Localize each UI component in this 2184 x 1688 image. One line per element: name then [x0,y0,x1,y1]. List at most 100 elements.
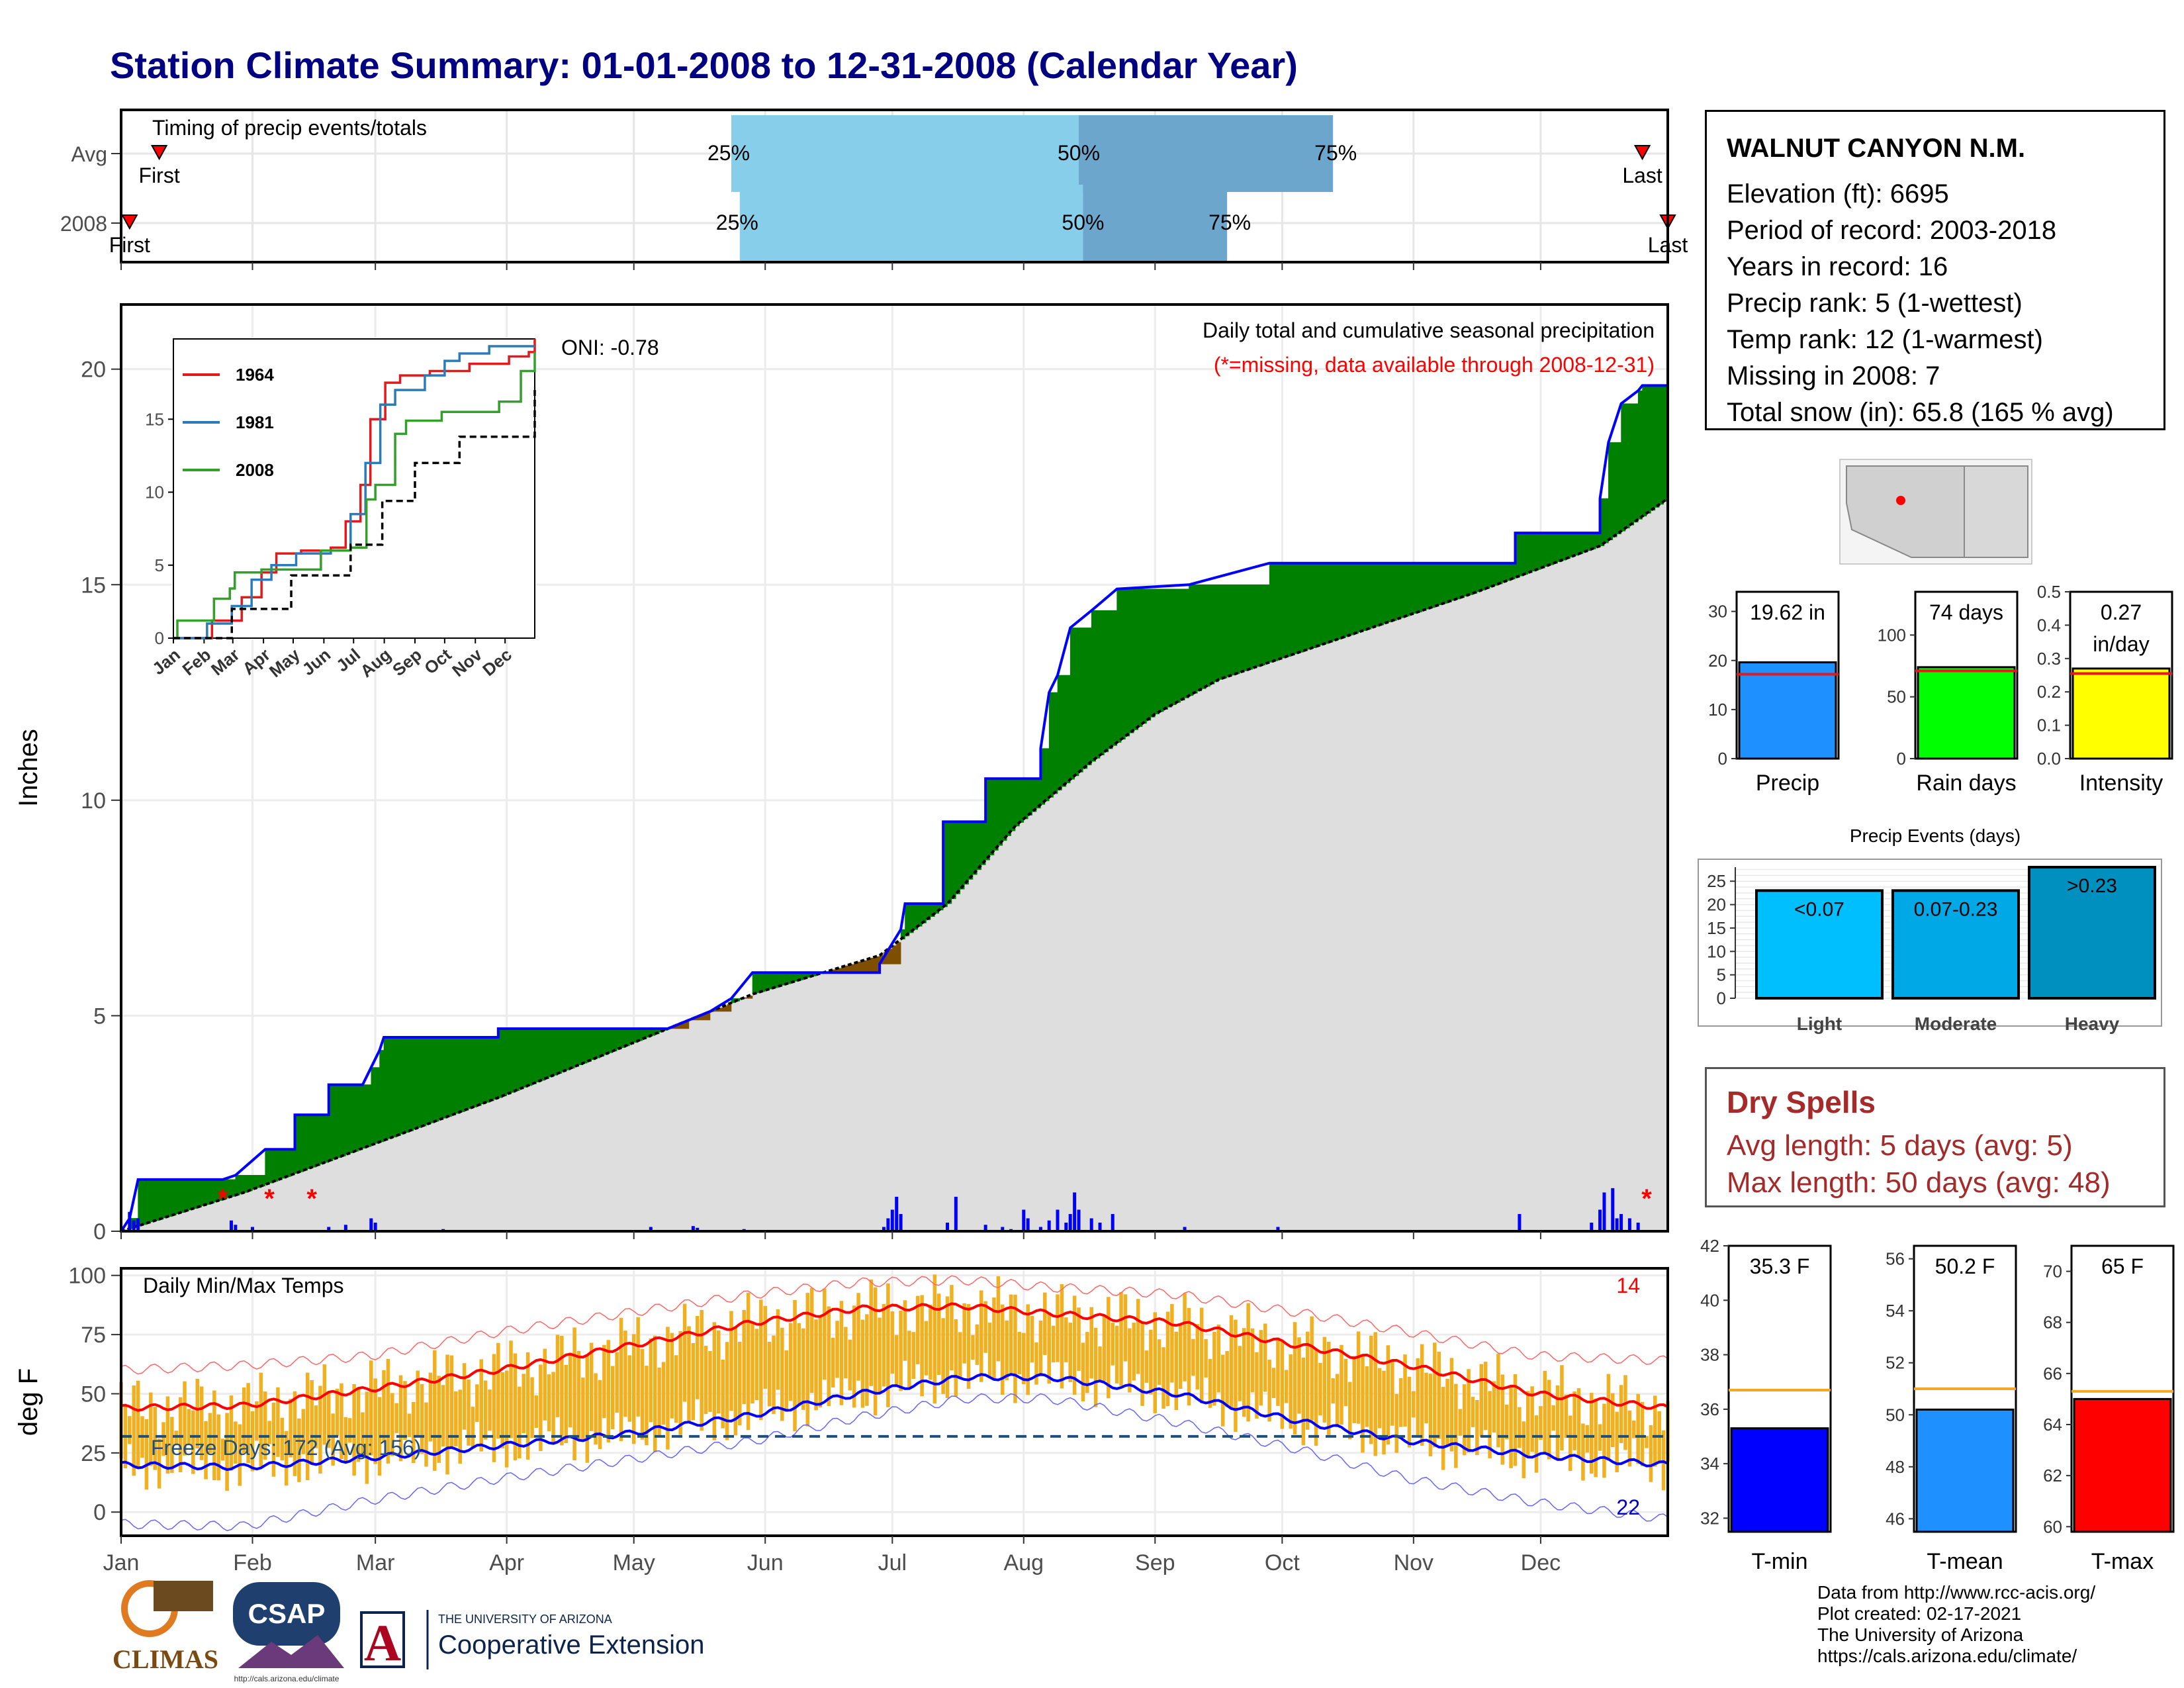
bar-panel-y-tick: 30 [1708,602,1727,622]
timing-row-label: Avg [71,142,107,166]
bar-panel-value-label: 0.27 [2101,600,2142,624]
daily-precip-bar [899,1213,903,1231]
bar-panel-value-label: 19.62 in [1750,600,1825,624]
events-title: Precip Events (days) [1850,825,2021,846]
daily-precip-bar [369,1218,373,1231]
ua-logo-line2: Cooperative Extension [438,1630,704,1660]
record-hot-count: 14 [1616,1274,1640,1297]
station-line: Total snow (in): 65.8 (165 % avg) [1727,398,2114,427]
bar-panel-y-tick: 48 [1886,1457,1905,1477]
month-label: Jun [747,1550,784,1575]
temp-y-tick: 0 [93,1500,106,1525]
bar-panel-label: Intensity [2079,771,2163,796]
climas-logo-text: CLIMAS [113,1644,218,1674]
precip-title: Daily total and cumulative seasonal prec… [1203,318,1655,342]
month-label: Aug [1004,1550,1044,1575]
quartile-label: 75% [1208,211,1251,234]
daily-precip-bar [229,1220,233,1231]
temp-y-tick: 75 [81,1323,106,1348]
tmax-mean-line [120,1302,1668,1412]
bar-panel-label: T-min [1752,1549,1808,1574]
daily-precip-bar [895,1196,899,1231]
daily-precip-bar [696,1227,700,1231]
dry-spells-box: Dry Spells Avg length: 5 days (avg: 5) M… [1705,1067,2165,1207]
bar-panel-label: Rain days [1916,771,2016,796]
first-marker [150,145,168,161]
events-category-label: Light [1797,1013,1842,1034]
dry-spells-avg: Avg length: 5 days (avg: 5) [1727,1129,2073,1162]
bar-panel-y-tick: 20 [1708,651,1727,671]
record-cold-count: 22 [1616,1495,1640,1519]
last-marker [1633,145,1651,161]
quartile-bar-upper [1083,185,1228,261]
inset-y-tick: 0 [155,628,164,648]
daily-precip-bar [1089,1218,1093,1231]
quartile-label: 50% [1058,141,1100,165]
bar-panel-y-tick: 42 [1700,1236,1719,1256]
events-bar-label: 0.07-0.23 [1914,898,1998,920]
bar-panel-y-tick: 62 [2043,1466,2062,1485]
events-bar-label: <0.07 [1794,898,1844,920]
daily-precip-bar [327,1227,331,1231]
temp-y-tick: 100 [68,1264,106,1289]
bar-panel-y-tick: 50 [1887,687,1906,707]
bar-panel-y-tick: 0.2 [2037,682,2061,702]
dry-spells-title: Dry Spells [1727,1085,1876,1119]
temp-y-label: deg F [14,1368,43,1436]
bar-panel-value-bar [1730,1427,1829,1533]
first-label: First [109,233,150,257]
tmax-record-line [120,1275,1668,1375]
bar-panel-y-tick: 60 [2043,1517,2062,1536]
credit-line: Data from http://www.rcc-acis.org/ [1817,1582,2096,1603]
bar-panel-y-tick: 46 [1886,1509,1905,1528]
inset-series-line [173,352,536,639]
inset-y-tick: 15 [145,409,164,429]
station-info-box: WALNUT CANYON N.M. Elevation (ft): 6695 … [1705,110,2165,430]
daily-precip-bar [373,1222,377,1231]
bar-panel-value-bar [1917,666,2016,760]
events-y-tick: 25 [1707,871,1726,891]
inset-y-tick: 10 [145,483,164,502]
missing-marker: * [264,1184,275,1213]
missing-marker: * [218,1184,228,1213]
station-line: Precip rank: 5 (1-wettest) [1727,289,2023,318]
missing-marker: * [306,1184,317,1213]
quartile-bar-lower [731,115,1079,192]
quartile-label: 75% [1314,141,1357,165]
csap-logo-url: http://cals.arizona.edu/climate [234,1674,340,1683]
timing-row-label: 2008 [60,212,107,236]
precip-y-label: Inches [14,729,43,807]
precip-y-tick: 0 [93,1219,106,1244]
daily-precip-bar [649,1227,653,1231]
inset-chart: 051015JanFebMarAprMayJunJulAugSepOctNovD… [145,338,536,681]
ua-logo-mark [360,1611,405,1668]
temp-y-tick: 50 [81,1382,106,1407]
precip-frame [120,303,1669,1233]
bar-panel-y-tick: 0 [1897,749,1906,769]
quartile-label: 25% [716,211,758,234]
daily-precip-bar [1047,1220,1051,1231]
month-label: Apr [489,1550,524,1575]
precip-events-chart: Precip Events (days) 0 5 10 15 20 25 <0.07 Light… [1698,825,2162,1034]
station-line: Period of record: 2003-2018 [1727,216,2057,245]
locator-map [1839,459,2032,565]
bar-panel-y-tick: 68 [2043,1313,2062,1333]
month-label: Oct [1265,1550,1300,1575]
tmin-mean-line [120,1373,1668,1472]
daily-precip-bar [1026,1218,1030,1231]
daily-precip-bar [234,1225,238,1231]
daily-precip-bar [343,1225,347,1231]
station-line: Missing in 2008: 7 [1727,361,1940,391]
month-label: Jul [878,1550,907,1575]
bar-panel-y-tick: 50 [1886,1405,1905,1425]
precip-y-tick: 5 [93,1004,106,1029]
bar-panel-y-tick: 64 [2043,1415,2062,1434]
credit-line: https://cals.arizona.edu/climate/ [1817,1646,2077,1666]
precip-y-tick: 15 [81,573,106,598]
bar-panel-value-label: 74 days [1929,600,2003,624]
daily-precip-bar [1183,1227,1187,1231]
bar-panel-label: Precip [1756,771,1819,796]
daily-precip-bar [1598,1209,1602,1231]
daily-precip-bar [1056,1209,1060,1231]
bar-panel-y-tick: 36 [1700,1399,1719,1419]
